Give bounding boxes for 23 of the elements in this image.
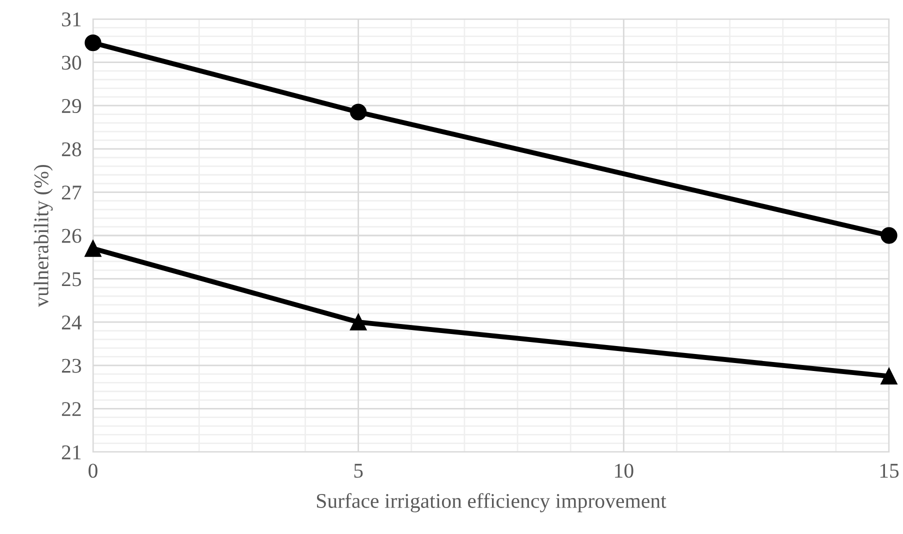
point	[84, 34, 102, 52]
y-axis-title: vulnerability (%)	[34, 164, 53, 307]
x-tick-label: 5	[354, 464, 363, 478]
y-tick-label: 29	[62, 99, 82, 114]
point	[350, 314, 367, 330]
point	[880, 227, 898, 244]
y-tick-label: 30	[62, 56, 82, 70]
point	[880, 368, 898, 385]
x-tick-label: 15	[880, 464, 899, 478]
y-tick-label: 21	[62, 445, 81, 460]
x-tick-label: 0	[88, 464, 98, 478]
y-tick-label: 26	[62, 228, 82, 243]
point	[350, 104, 367, 120]
y-tick-label: 24	[62, 316, 82, 330]
y-tick-label: 22	[62, 402, 81, 416]
x-tick-label: 10	[615, 464, 634, 478]
point	[84, 240, 102, 257]
y-tick-label: 27	[62, 186, 82, 200]
y-tick-label: 23	[62, 358, 82, 373]
y-tick-label: 25	[62, 272, 82, 286]
y-tick-label: 31	[62, 12, 81, 26]
y-tick-label: 28	[62, 142, 82, 156]
x-axis-title: Surface irrigation efficiency improvement	[317, 493, 666, 512]
